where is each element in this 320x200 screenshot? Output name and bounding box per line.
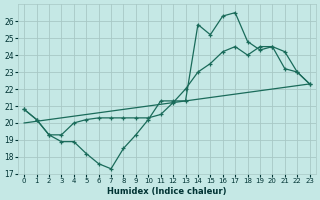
X-axis label: Humidex (Indice chaleur): Humidex (Indice chaleur) [107, 187, 227, 196]
